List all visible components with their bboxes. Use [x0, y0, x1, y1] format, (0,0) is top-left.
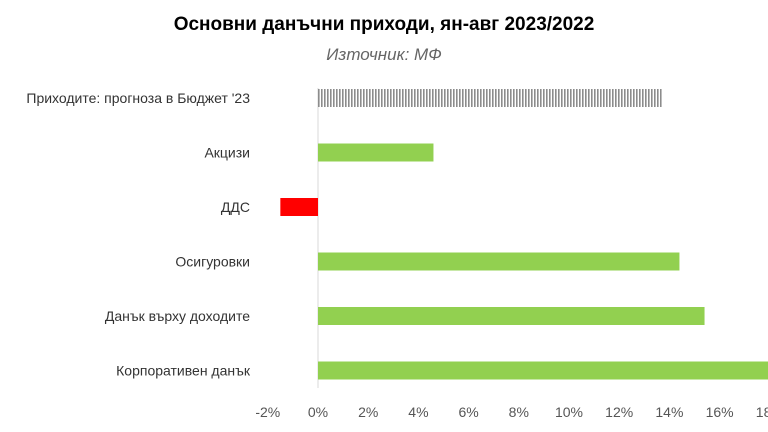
x-tick-label-2: 2%	[358, 404, 378, 420]
bar-1	[318, 143, 434, 162]
x-tick-label-0: -2%	[255, 404, 280, 420]
chart-title: Основни данъчни приходи, ян-авг 2023/202…	[173, 14, 595, 35]
category-label-0: Приходите: прогноза в Бюджет '23	[26, 90, 250, 106]
category-label-5: Корпоративен данък	[116, 363, 251, 379]
x-tick-label-4: 6%	[458, 404, 478, 420]
x-tick-label-5: 8%	[509, 404, 529, 420]
bar-2	[280, 198, 318, 216]
bar-4	[318, 307, 705, 325]
x-tick-label-6: 10%	[555, 404, 583, 420]
category-label-1: Акцизи	[204, 145, 250, 161]
x-tick-label-1: 0%	[308, 404, 328, 420]
x-tick-label-9: 16%	[706, 404, 734, 420]
bar-3	[318, 252, 680, 271]
chart-subtitle: Източник: МФ	[326, 45, 442, 64]
x-tick-label-7: 12%	[605, 404, 633, 420]
bar-0	[318, 89, 662, 107]
category-label-2: ДДС	[221, 199, 250, 215]
category-label-4: Данък върху доходите	[105, 308, 250, 324]
x-tick-label-10: 18%	[756, 404, 768, 420]
bar-5	[318, 361, 768, 380]
x-tick-label-3: 4%	[408, 404, 428, 420]
x-tick-label-8: 14%	[655, 404, 683, 420]
category-label-3: Осигуровки	[175, 254, 250, 270]
